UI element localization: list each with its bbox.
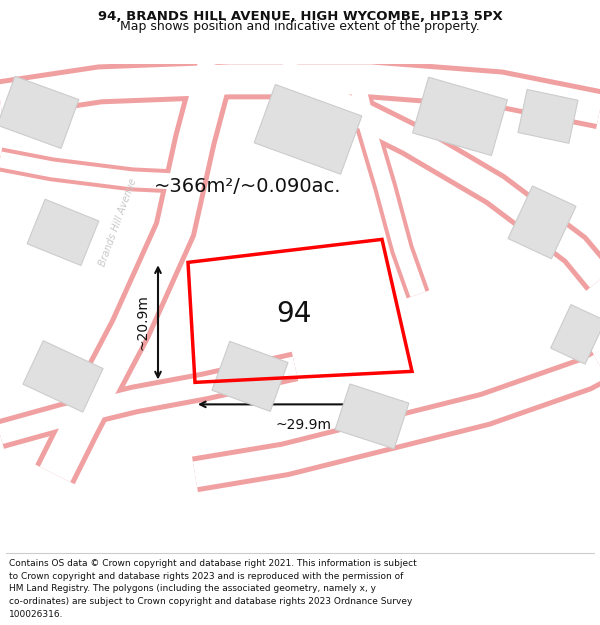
Text: co-ordinates) are subject to Crown copyright and database rights 2023 Ordnance S: co-ordinates) are subject to Crown copyr…: [9, 598, 412, 606]
Text: Map shows position and indicative extent of the property.: Map shows position and indicative extent…: [120, 20, 480, 33]
Polygon shape: [343, 72, 430, 298]
Polygon shape: [212, 341, 288, 411]
Polygon shape: [413, 78, 508, 156]
Polygon shape: [0, 357, 297, 444]
Text: ~366m²/~0.090ac.: ~366m²/~0.090ac.: [154, 177, 342, 196]
Polygon shape: [0, 59, 600, 129]
Text: Brands Hill Avenue: Brands Hill Avenue: [97, 177, 139, 268]
Polygon shape: [0, 151, 196, 191]
Text: 94, BRANDS HILL AVENUE, HIGH WYCOMBE, HP13 5PX: 94, BRANDS HILL AVENUE, HIGH WYCOMBE, HP…: [98, 11, 502, 24]
Polygon shape: [254, 84, 362, 174]
Polygon shape: [508, 186, 576, 259]
Polygon shape: [0, 76, 79, 148]
Text: 94: 94: [277, 300, 312, 328]
Polygon shape: [0, 148, 196, 194]
Polygon shape: [27, 199, 99, 266]
Polygon shape: [0, 352, 298, 449]
Text: HM Land Registry. The polygons (including the associated geometry, namely x, y: HM Land Registry. The polygons (includin…: [9, 584, 376, 594]
Polygon shape: [518, 89, 578, 143]
Text: ~20.9m: ~20.9m: [136, 294, 150, 350]
Polygon shape: [40, 60, 232, 482]
Polygon shape: [193, 355, 600, 488]
Text: Contains OS data © Crown copyright and database right 2021. This information is : Contains OS data © Crown copyright and d…: [9, 559, 417, 568]
Polygon shape: [335, 384, 409, 449]
Polygon shape: [0, 64, 600, 124]
Polygon shape: [347, 72, 425, 297]
Polygon shape: [551, 304, 600, 364]
Polygon shape: [274, 58, 600, 288]
Polygon shape: [35, 59, 236, 484]
Text: ~29.9m: ~29.9m: [275, 418, 331, 432]
Polygon shape: [271, 54, 600, 291]
Polygon shape: [192, 351, 600, 492]
Text: 100026316.: 100026316.: [9, 610, 64, 619]
Polygon shape: [23, 341, 103, 412]
Text: to Crown copyright and database rights 2023 and is reproduced with the permissio: to Crown copyright and database rights 2…: [9, 571, 403, 581]
